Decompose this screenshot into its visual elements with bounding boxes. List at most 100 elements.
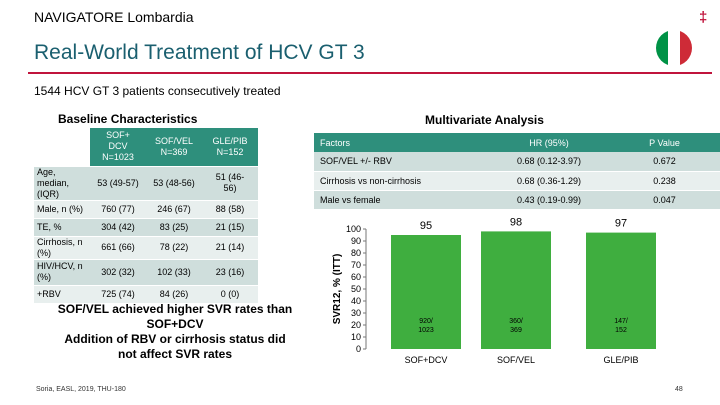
bar: [391, 235, 461, 349]
y-tick-label: 20: [351, 320, 361, 330]
bar-value-label: 98: [510, 216, 522, 228]
table-row: HIV/HCV, n (%) 302 (32) 102 (33) 23 (16): [34, 259, 258, 286]
multivariate-heading: Multivariate Analysis: [425, 113, 544, 127]
baseline-row-label: Male, n (%): [34, 200, 90, 219]
baseline-cell: 760 (77): [90, 200, 146, 219]
mv-factor: Male vs female: [314, 190, 489, 210]
baseline-row-label: +RBV: [34, 285, 90, 304]
baseline-cell: 53 (48-56): [146, 166, 202, 201]
bar-n-line: 360/: [509, 318, 523, 325]
conclusion-line: SOF/VEL achieved higher SVR rates than: [57, 302, 293, 316]
citation: Soria, EASL, 2019, THU-180: [36, 386, 126, 393]
bar-value-label: 97: [615, 218, 627, 230]
bar-n-label: 920/1023: [418, 318, 434, 334]
baseline-cell: 725 (74): [90, 285, 146, 304]
baseline-col-header: SOF/VEL N=369: [146, 128, 202, 167]
baseline-cell: 78 (22): [146, 236, 202, 260]
baseline-cell: 302 (32): [90, 259, 146, 286]
y-tick-label: 50: [351, 284, 361, 294]
mv-col-hr: HR (95%): [489, 133, 609, 152]
baseline-corner-cell: [34, 128, 90, 167]
baseline-row-label: HIV/HCV, n (%): [34, 259, 90, 286]
dagger-symbol: ‡: [699, 9, 708, 26]
conclusion-line: not affect SVR rates: [117, 347, 233, 361]
y-tick-label: 70: [351, 260, 361, 270]
x-category-label: GLE/PIB: [603, 355, 638, 365]
mv-hr: 0.43 (0.19-0.99): [489, 190, 609, 210]
mv-factor: Cirrhosis vs non-cirrhosis: [314, 171, 489, 191]
bar: [586, 232, 656, 349]
page-number: 48: [675, 386, 683, 393]
y-axis-label: SVR12, % (ITT): [332, 254, 343, 325]
bar-n-line: 147/: [614, 318, 628, 325]
baseline-cell: 304 (42): [90, 218, 146, 237]
title-divider: [28, 72, 712, 74]
baseline-row-label: TE, %: [34, 218, 90, 237]
bar-n-label: 360/369: [509, 318, 523, 334]
y-tick-label: 30: [351, 308, 361, 318]
flag-green-band: [656, 30, 668, 66]
table-row: Male vs female 0.43 (0.19-0.99) 0.047: [314, 190, 720, 210]
svr-bar-chart: SVR12, % (ITT) 0 10 20 30 40 50 60 70 80 90 100 95…: [332, 216, 656, 365]
baseline-cell: 53 (49-57): [90, 166, 146, 201]
header-label: NAVIGATORE Lombardia: [34, 9, 194, 25]
baseline-header-row: SOF+ DCV N=1023 SOF/VEL N=369 GLE/PIB N=152: [34, 128, 258, 167]
mv-factor: SOF/VEL +/- RBV: [314, 152, 489, 172]
bar-n-line: 369: [510, 327, 522, 334]
baseline-cell: 21 (15): [202, 218, 258, 237]
table-row: +RBV 725 (74) 84 (26) 0 (0): [34, 285, 258, 304]
y-tick-label: 40: [351, 296, 361, 306]
baseline-cell: 88 (58): [202, 200, 258, 219]
baseline-cell: 661 (66): [90, 236, 146, 260]
y-tick-label: 100: [346, 224, 361, 234]
baseline-cell: 21 (14): [202, 236, 258, 260]
flag-red-band: [680, 30, 692, 66]
baseline-cell: 246 (67): [146, 200, 202, 219]
baseline-heading: Baseline Characteristics: [58, 112, 198, 126]
slide-title: Real-World Treatment of HCV GT 3: [34, 41, 365, 64]
table-row: Cirrhosis vs non-cirrhosis 0.68 (0.36-1.…: [314, 171, 720, 191]
bar: [481, 231, 551, 349]
baseline-row-label: Cirrhosis, n (%): [34, 236, 90, 260]
baseline-table: SOF+ DCV N=1023 SOF/VEL N=369 GLE/PIB N=152 Ag…: [34, 128, 258, 304]
conclusion-text: SOF/VEL achieved higher SVR rates than S…: [34, 302, 316, 362]
mv-p: 0.672: [609, 152, 720, 172]
bar-n-line: 920/: [419, 318, 433, 325]
baseline-cell: 23 (16): [202, 259, 258, 286]
mv-p: 0.238: [609, 171, 720, 191]
italy-flag-icon: [656, 30, 692, 66]
y-tick-label: 80: [351, 248, 361, 258]
baseline-cell: 84 (26): [146, 285, 202, 304]
flag-white-band: [668, 30, 680, 66]
multivariate-header-row: Factors HR (95%) P Value: [314, 133, 720, 152]
baseline-cell: 51 (46- 56): [202, 166, 258, 201]
y-tick-label: 60: [351, 272, 361, 282]
mv-hr: 0.68 (0.12-3.97): [489, 152, 609, 172]
bar-n-line: 152: [615, 327, 627, 334]
bar-value-label: 95: [420, 220, 432, 232]
baseline-row-label: Age, median, (IQR): [34, 166, 90, 201]
baseline-col-header: SOF+ DCV N=1023: [90, 128, 146, 167]
baseline-cell: 83 (25): [146, 218, 202, 237]
bar-n-label: 147/152: [614, 318, 628, 334]
slide-subtitle: 1544 HCV GT 3 patients consecutively tre…: [34, 84, 281, 98]
y-tick-label: 0: [356, 344, 361, 354]
table-row: TE, % 304 (42) 83 (25) 21 (15): [34, 218, 258, 237]
x-category-label: SOF+DCV: [405, 355, 448, 365]
table-row: Age, median, (IQR) 53 (49-57) 53 (48-56) 51 …: [34, 166, 258, 201]
conclusion-line: SOF+DCV: [146, 317, 204, 331]
mv-col-p: P Value: [609, 133, 720, 152]
bar-n-line: 1023: [418, 327, 434, 334]
baseline-col-header: GLE/PIB N=152: [202, 128, 258, 167]
table-row: Cirrhosis, n (%) 661 (66) 78 (22) 21 (14): [34, 236, 258, 260]
x-category-label: SOF/VEL: [497, 355, 535, 365]
y-tick-label: 90: [351, 236, 361, 246]
table-row: SOF/VEL +/- RBV 0.68 (0.12-3.97) 0.672: [314, 152, 720, 172]
table-row: Male, n (%) 760 (77) 246 (67) 88 (58): [34, 200, 258, 219]
mv-p: 0.047: [609, 190, 720, 210]
multivariate-table: Factors HR (95%) P Value SOF/VEL +/- RBV…: [314, 133, 720, 210]
conclusion-line: Addition of RBV or cirrhosis status did: [64, 332, 286, 346]
baseline-cell: 0 (0): [202, 285, 258, 304]
y-tick-label: 10: [351, 332, 361, 342]
mv-col-factors: Factors: [314, 133, 489, 152]
